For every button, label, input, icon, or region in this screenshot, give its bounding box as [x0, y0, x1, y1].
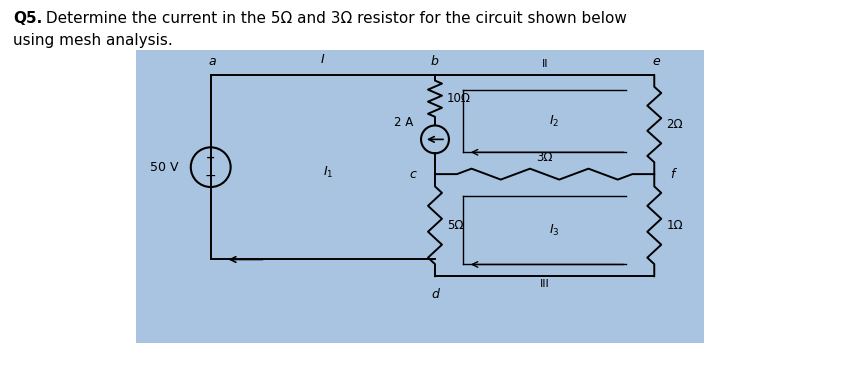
Text: $I_3$: $I_3$ [549, 223, 560, 238]
Text: 1Ω: 1Ω [667, 219, 683, 232]
Text: a: a [209, 55, 216, 68]
Text: e: e [652, 55, 660, 68]
Text: $I$: $I$ [320, 53, 326, 66]
Text: 2Ω: 2Ω [667, 118, 683, 131]
Text: Q5.: Q5. [14, 11, 43, 26]
Text: $I_2$: $I_2$ [550, 113, 560, 129]
Text: −: − [205, 169, 216, 183]
Text: $I_1$: $I_1$ [323, 165, 333, 180]
Text: +: + [206, 153, 216, 163]
Text: 50 V: 50 V [150, 161, 179, 174]
Text: 3Ω: 3Ω [536, 151, 553, 164]
Text: Determine the current in the 5Ω and 3Ω resistor for the circuit shown below: Determine the current in the 5Ω and 3Ω r… [41, 11, 627, 26]
FancyBboxPatch shape [136, 50, 704, 343]
Text: III: III [539, 279, 550, 289]
Text: II: II [541, 59, 548, 69]
Text: d: d [431, 288, 439, 301]
Text: f: f [670, 168, 674, 181]
Text: 2 A: 2 A [393, 116, 413, 129]
Text: b: b [431, 55, 439, 68]
Text: using mesh analysis.: using mesh analysis. [14, 33, 174, 48]
Text: 5Ω: 5Ω [447, 219, 464, 232]
Text: 10Ω: 10Ω [447, 92, 471, 105]
Text: c: c [410, 168, 417, 181]
